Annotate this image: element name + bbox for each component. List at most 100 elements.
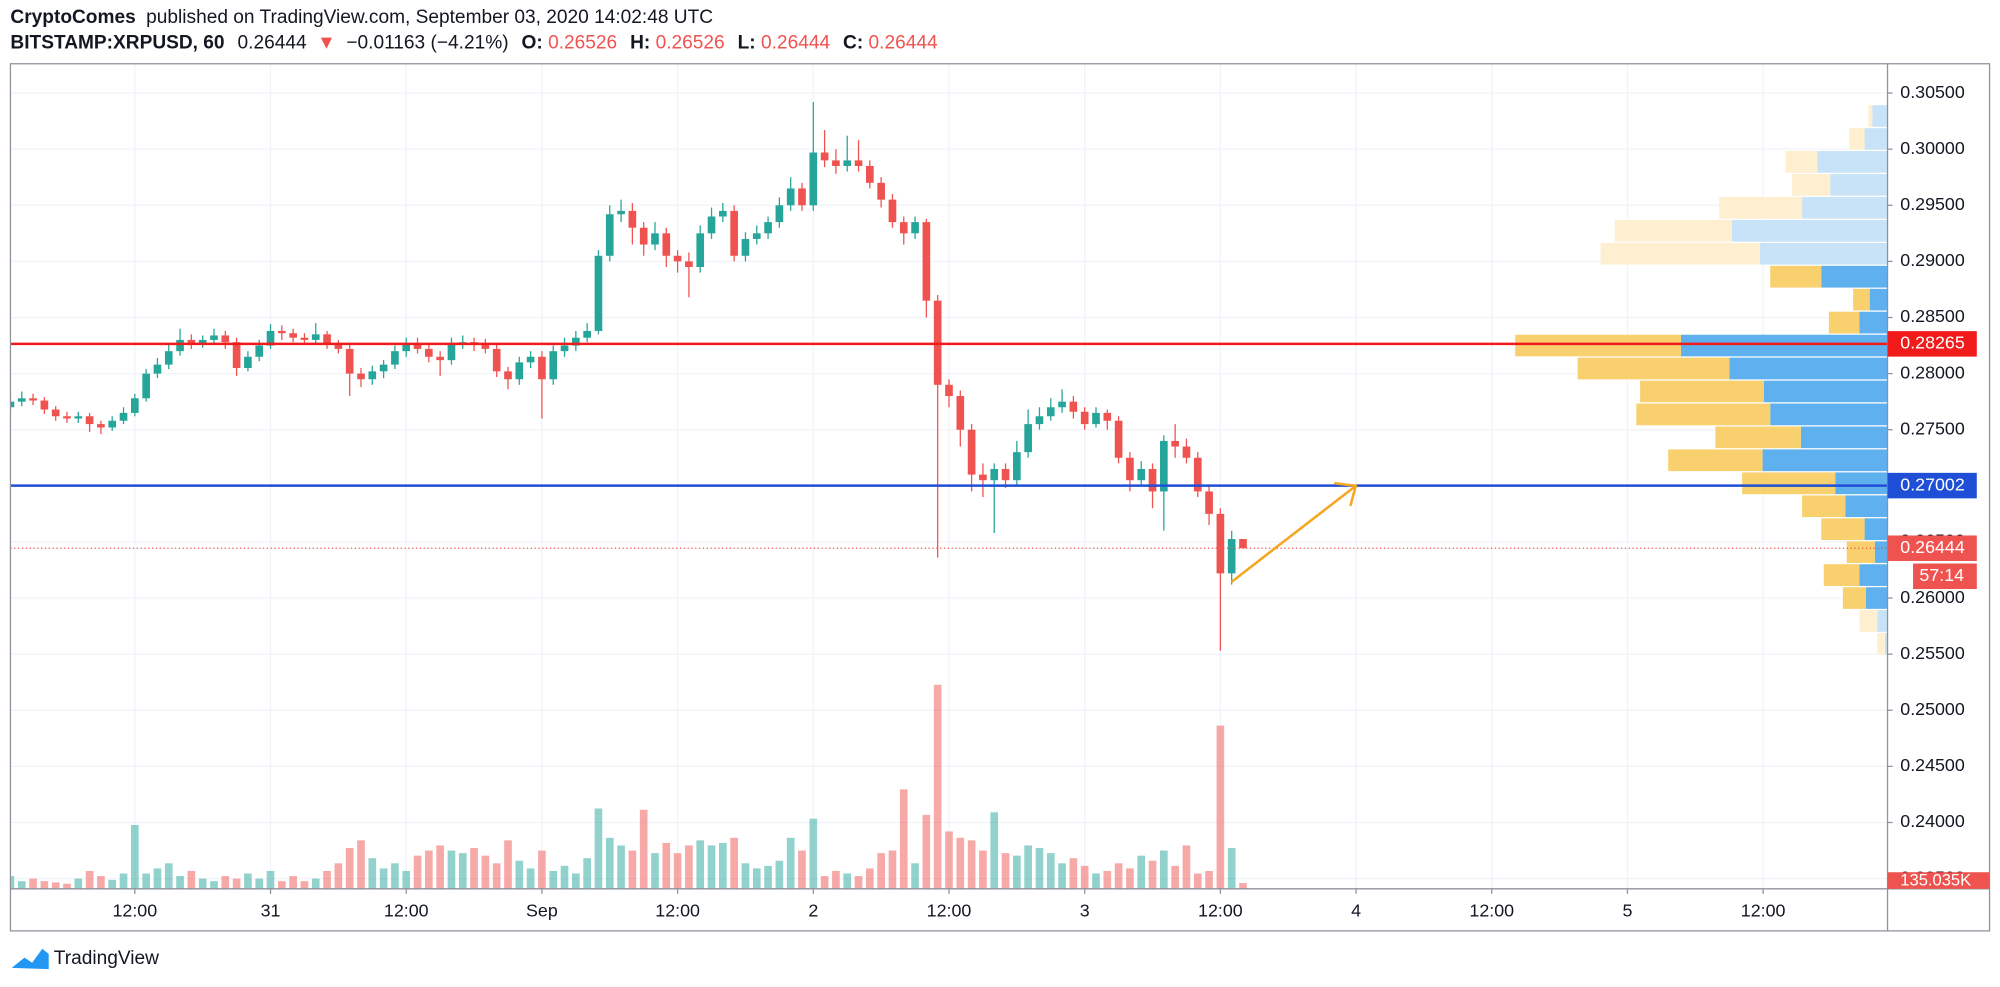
volume-bar [594,808,603,889]
low-label: L: [738,32,756,53]
volume-bar [74,878,83,889]
profile-bar [1817,151,1888,173]
candle-body [334,344,343,349]
trend-arrow [1230,482,1358,583]
volume-bar [470,848,478,889]
x-tick-label: 5 [1622,900,1632,920]
arrow-head [1349,484,1358,507]
candle-body [108,420,117,428]
y-tick-label: 0.30000 [1900,138,1965,158]
candle-body [911,222,919,234]
volume-bar [526,868,535,889]
volume-bar [300,881,309,889]
profile-bar [1636,403,1771,426]
candle-body [74,416,83,419]
profile-bar [1849,128,1865,150]
candle-body [526,356,535,363]
volume-bar [945,831,953,889]
volume-bar [764,865,772,889]
volume-bar [311,878,320,889]
high-value: 0.26526 [656,32,725,53]
profile-bar [1731,219,1888,242]
volume-bar [368,858,377,889]
volume-bar [85,870,94,889]
volume-bar [1080,865,1089,889]
y-tick-label: 0.29000 [1900,250,1965,270]
profile-bar [1802,196,1888,219]
volume-bar [1069,858,1078,889]
profile-bar [1821,518,1865,541]
profile-bar [1869,288,1888,311]
last-price: 0.26444 [238,32,307,53]
volume-bar [232,878,241,889]
candle-body [583,330,591,338]
profile-bar [1770,403,1888,426]
volume-bar [142,873,150,889]
candle-body [244,356,252,368]
profile-bar [1763,380,1888,403]
candle-body [1227,539,1236,574]
profile-bar [1680,334,1888,357]
candle-body [1126,457,1134,481]
volume-bar [617,845,625,889]
profile-bar [1864,128,1888,150]
candle-body [956,396,965,430]
volume-bar [131,825,139,889]
candle-body [877,182,885,200]
candle-body [798,188,806,206]
volume-bar [832,870,840,889]
candle-body [538,356,546,380]
open-label: O: [522,32,543,53]
volume-bar [775,860,784,889]
candle-body [221,335,230,343]
y-tick-label: 0.30500 [1900,82,1965,102]
x-tick-label: 12:00 [1741,900,1786,920]
profile-bar [1835,472,1888,495]
profile-bar [1877,610,1888,632]
profile-bar [1742,472,1836,495]
profile-bar [1600,242,1761,265]
candle-body [673,255,682,262]
volume-bar [187,870,196,889]
profile-bar [1874,541,1888,563]
candle-body [786,188,795,206]
volume-bar [651,853,659,889]
volume-bar [809,818,818,889]
candle-body [1216,513,1225,574]
candle-body [1024,424,1032,453]
candle-body [639,227,648,245]
profile-bar [1577,357,1730,380]
profile-bar [1884,633,1888,655]
candle-body [481,344,490,349]
volume-bar [911,863,919,889]
candle-body [425,348,433,357]
profile-bar [1853,288,1870,311]
x-tick-label: 12:00 [113,900,158,920]
y-tick-label: 0.26000 [1900,587,1965,607]
candle-body [289,333,297,338]
candle-body [278,330,286,334]
profile-bar [1823,564,1860,586]
candle-body [719,210,727,217]
price-label-bg [1887,472,1977,499]
candle-body [40,400,49,410]
candle-body [368,371,377,380]
volume-bar [798,850,806,889]
y-tick-label: 0.24000 [1900,811,1965,831]
candle-body [1013,452,1021,481]
candle-body [854,160,863,166]
volume-bar [1126,868,1134,889]
candle-body [504,371,512,380]
volume-bar [1239,883,1247,889]
volume-bar [1013,855,1021,889]
candle-body [300,337,309,340]
x-tick-label: 12:00 [1198,900,1243,920]
candle-body [187,339,196,345]
candle-body [662,233,671,256]
x-tick-label: 12:00 [655,900,700,920]
candle-body [515,362,524,380]
header-line-1: CryptoComes published on TradingView.com… [10,7,713,28]
